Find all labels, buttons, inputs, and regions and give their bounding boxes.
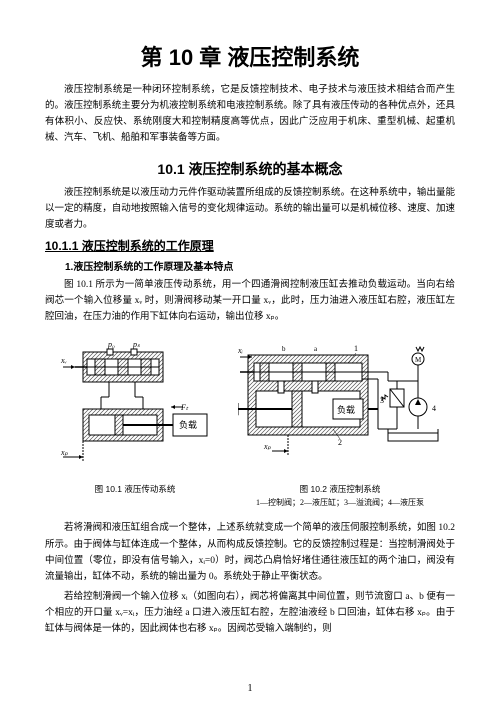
svg-text:负载: 负载	[337, 404, 355, 415]
intro-paragraph: 液压控制系统是一种闭环控制系统，它是反馈控制技术、电子技术与液压技术相结合而产生…	[45, 82, 455, 147]
svg-text:xᵢ: xᵢ	[238, 346, 243, 355]
svg-text:4: 4	[432, 404, 436, 413]
chapter-title: 第 10 章 液压控制系统	[45, 40, 455, 72]
figure-10-1: p₀ pₛ xᵥ	[53, 337, 213, 477]
section-10-1-1-subtitle: 1.液压控制系统的工作原理及基本特点	[45, 258, 455, 273]
figure-captions-row: 图 10.1 液压传动系统 图 10.2 液压控制系统 1—控制阀；2—液压缸；…	[45, 483, 455, 508]
page-number: 1	[0, 683, 500, 694]
svg-text:a: a	[314, 345, 318, 353]
section-10-1-1-title: 10.1.1 液压控制系统的工作原理	[45, 237, 455, 254]
section-10-1-title: 10.1 液压控制系统的基本概念	[45, 159, 455, 179]
section-10-1-para-1: 液压控制系统是以液压动力元件作驱动装置所组成的反馈控制系统。在这种系统中，输出量…	[45, 185, 455, 233]
figure-10-2-caption: 图 10.2 液压控制系统	[235, 483, 445, 495]
svg-text:xₚ: xₚ	[60, 448, 69, 457]
section-10-1-1-para-1: 图 10.1 所示为一简单液压传动系统，用一个四通滑阀控制液压缸去推动负载运动。…	[45, 277, 455, 325]
svg-text:xᵥ: xᵥ	[60, 356, 67, 365]
svg-text:3: 3	[380, 396, 384, 405]
svg-text:p₀: p₀	[107, 340, 115, 349]
svg-text:1: 1	[354, 344, 358, 353]
svg-text:pₛ: pₛ	[132, 340, 141, 349]
svg-text:2: 2	[338, 438, 342, 447]
svg-text:xₚ: xₚ	[263, 442, 272, 451]
section-10-1-1-para-2: 若将滑阀和液压缸组合成一个整体，上述系统就变成一个简单的液压伺服控制系统，如图 …	[45, 520, 455, 585]
figure-10-2-subcaption: 1—控制阀；2—液压缸；3—溢流阀；4—液压泵	[235, 497, 445, 508]
svg-text:M: M	[415, 356, 422, 364]
svg-text:负载: 负载	[179, 419, 197, 430]
figure-10-2: xᵢ b a 1 2	[238, 337, 448, 477]
section-10-1-1-para-3: 若给控制滑阀一个输入位移 xᵢ（如图向右），阀芯将偏离其中间位置，则节流窗口 a…	[45, 589, 455, 637]
figure-row: p₀ pₛ xᵥ	[45, 337, 455, 477]
svg-text:b: b	[282, 345, 286, 353]
figure-10-1-caption: 图 10.1 液压传动系统	[55, 483, 215, 495]
